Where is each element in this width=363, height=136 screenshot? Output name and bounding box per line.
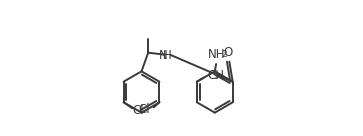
Text: O: O: [223, 46, 233, 59]
Text: 2: 2: [221, 50, 227, 59]
Text: CH: CH: [207, 69, 224, 82]
Text: H: H: [163, 49, 171, 62]
Text: N: N: [159, 49, 168, 62]
Text: Cl: Cl: [138, 103, 150, 116]
Text: NH: NH: [207, 48, 225, 61]
Text: Cl: Cl: [133, 104, 144, 117]
Text: 3: 3: [213, 72, 219, 81]
